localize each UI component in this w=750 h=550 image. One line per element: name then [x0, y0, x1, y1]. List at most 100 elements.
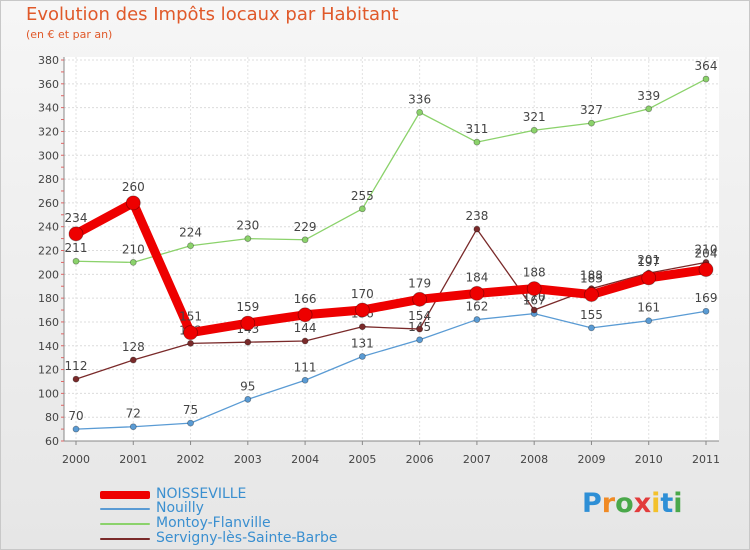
x-tick-label: 2006 [406, 453, 434, 466]
data-point-montoy-flanville [588, 119, 595, 127]
brand-letter: i [651, 488, 661, 519]
y-tick-label: 380 [38, 54, 59, 67]
legend-swatch-montoy-flanville [100, 523, 150, 525]
series-line-nouilly [75, 310, 707, 430]
data-point-noisseville [354, 302, 370, 318]
data-label-nouilly: 162 [465, 300, 488, 314]
data-point-montoy-flanville [187, 242, 194, 250]
data-point-servigny-l-s-sainte-barbe [244, 338, 252, 346]
y-tick-label: 300 [38, 149, 59, 162]
x-tick-label: 2001 [119, 453, 147, 466]
series-line-servigny-l-s-sainte-barbe [75, 228, 707, 380]
data-label-servigny-l-s-sainte-barbe: 188 [580, 269, 603, 283]
y-tick-label: 220 [38, 245, 59, 258]
y-tick-label: 100 [38, 387, 59, 400]
data-label-noisseville: 234 [65, 211, 88, 225]
data-label-montoy-flanville: 327 [580, 103, 603, 117]
data-point-noisseville [68, 226, 84, 242]
chart-title: Evolution des Impôts locaux par Habitant [26, 4, 399, 25]
data-label-nouilly: 131 [351, 336, 374, 350]
x-tick-label: 2005 [348, 453, 376, 466]
y-tick-label: 80 [45, 411, 59, 424]
data-point-montoy-flanville [72, 257, 80, 265]
data-point-montoy-flanville [301, 236, 309, 244]
data-point-noisseville [240, 315, 256, 331]
data-point-nouilly [72, 425, 80, 433]
data-point-noisseville [469, 285, 485, 301]
data-point-noisseville [698, 262, 714, 277]
data-label-montoy-flanville: 229 [294, 220, 317, 234]
data-point-noisseville [584, 287, 599, 302]
x-tick-label: 2008 [520, 453, 548, 466]
y-tick-label: 180 [38, 292, 59, 305]
data-point-montoy-flanville [416, 108, 424, 116]
legend-label-servigny: Servigny-lès-Sainte-Barbe [156, 530, 338, 546]
data-label-servigny-l-s-sainte-barbe: 238 [465, 209, 488, 223]
data-point-montoy-flanville [702, 75, 710, 83]
x-tick-label: 2007 [463, 453, 491, 466]
data-point-noisseville [526, 281, 542, 297]
legend-label-noisseville: NOISSEVILLE [156, 486, 247, 502]
data-label-nouilly: 169 [695, 291, 718, 305]
legend-label-nouilly: Nouilly [156, 500, 204, 516]
data-label-nouilly: 72 [126, 407, 141, 421]
data-point-servigny-l-s-sainte-barbe [72, 375, 80, 383]
data-label-montoy-flanville: 339 [637, 89, 660, 103]
data-label-noisseville: 197 [637, 255, 660, 269]
data-point-nouilly [702, 307, 710, 315]
y-tick-label: 280 [38, 173, 59, 186]
y-tick-label: 260 [38, 197, 59, 210]
data-point-noisseville [183, 325, 198, 341]
legend-label-montoy-flanville: Montoy-Flanville [156, 515, 271, 531]
data-label-montoy-flanville: 230 [236, 219, 259, 233]
data-label-nouilly: 155 [580, 308, 603, 322]
y-tick-label: 60 [45, 435, 59, 448]
data-label-noisseville: 183 [580, 272, 603, 286]
data-point-servigny-l-s-sainte-barbe [473, 225, 481, 233]
y-tick-label: 200 [38, 268, 59, 281]
data-label-noisseville: 260 [122, 180, 145, 194]
data-label-montoy-flanville: 211 [65, 241, 88, 255]
y-tick-label: 140 [38, 340, 59, 353]
data-point-noisseville [641, 270, 657, 286]
y-tick-label: 160 [38, 316, 59, 329]
y-tick-label: 340 [38, 102, 59, 115]
data-label-nouilly: 161 [637, 301, 660, 315]
data-point-nouilly [187, 419, 194, 427]
data-label-servigny-l-s-sainte-barbe: 210 [695, 242, 718, 256]
data-label-servigny-l-s-sainte-barbe: 112 [65, 359, 88, 373]
data-label-noisseville: 188 [523, 266, 546, 280]
data-label-nouilly: 95 [240, 379, 255, 393]
data-label-noisseville: 151 [179, 310, 202, 324]
data-point-nouilly [645, 317, 653, 325]
x-tick-label: 2004 [291, 453, 319, 466]
data-label-servigny-l-s-sainte-barbe: 201 [637, 253, 660, 267]
y-tick-label: 240 [38, 221, 59, 234]
brand-logo: Proxiti [582, 488, 683, 519]
data-label-servigny-l-s-sainte-barbe: 144 [294, 321, 317, 335]
brand-letter: i [673, 488, 683, 519]
data-point-nouilly [358, 353, 366, 360]
y-tick-label: 360 [38, 78, 59, 91]
x-tick-label: 2009 [577, 453, 605, 466]
legend-swatch-noisseville [100, 491, 150, 499]
data-label-noisseville: 179 [408, 276, 431, 290]
data-label-noisseville: 170 [351, 287, 374, 301]
plot-area [64, 57, 719, 441]
y-tick-label: 320 [38, 125, 59, 138]
data-point-servigny-l-s-sainte-barbe [129, 356, 137, 364]
data-label-nouilly: 111 [294, 360, 317, 374]
brand-letter: x [633, 488, 652, 519]
data-label-noisseville: 159 [236, 300, 259, 314]
series-line-noisseville [71, 198, 711, 338]
legend-swatch-servigny [100, 538, 150, 540]
data-label-montoy-flanville: 364 [695, 59, 718, 73]
data-point-servigny-l-s-sainte-barbe [530, 306, 538, 314]
brand-letter: o [615, 488, 634, 519]
data-point-montoy-flanville [473, 138, 481, 146]
x-tick-label: 2002 [177, 453, 205, 466]
data-label-nouilly: 75 [183, 403, 198, 417]
brand-letter: t [660, 488, 674, 519]
data-point-montoy-flanville [129, 259, 137, 266]
data-point-nouilly [129, 423, 137, 431]
